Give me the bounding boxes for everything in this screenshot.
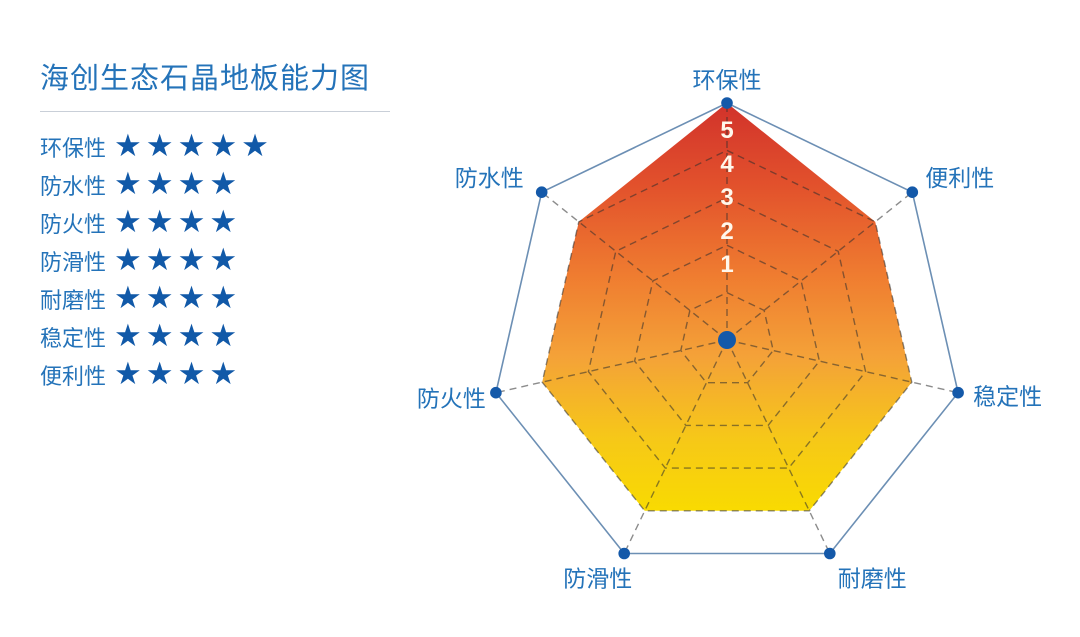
rating-row: 耐磨性 ★★★★ xyxy=(40,280,400,318)
radar-vertex-dot xyxy=(824,547,836,560)
radar-axis-line xyxy=(726,339,831,554)
rating-row: 便利性 ★★★★ xyxy=(40,356,400,394)
radar-axis-label: 耐磨性 xyxy=(838,566,907,592)
radar-axis-label: 防火性 xyxy=(417,386,486,412)
radar-center-dot xyxy=(718,331,736,349)
radar-vertex-dot xyxy=(721,97,733,109)
radar-axis-line xyxy=(623,339,728,554)
star-rating: ★★★★ xyxy=(114,242,242,277)
radar-grid-ring xyxy=(680,291,774,384)
radar-vertex-dot xyxy=(618,547,630,560)
radar-tick-label: 1 xyxy=(720,251,733,278)
rating-list: 环保性 ★★★★★ 防水性 ★★★★ 防火性 ★★★★ 防滑性 ★★★★ 耐磨性 ★★★★ 稳定性 ★… xyxy=(40,128,400,394)
radar-tick-label: 4 xyxy=(720,151,734,178)
radar-axis-label: 便利性 xyxy=(925,165,994,191)
star-rating: ★★★★ xyxy=(114,318,242,353)
radar-tick-label: 3 xyxy=(720,184,733,211)
rating-row: 防火性 ★★★★ xyxy=(40,204,400,242)
radar-axis-label: 稳定性 xyxy=(973,384,1042,410)
rating-label: 环保性 xyxy=(40,136,107,161)
rating-label: 防水性 xyxy=(40,174,107,199)
radar-axis-label: 防水性 xyxy=(455,165,524,191)
rating-label: 防滑性 xyxy=(40,250,107,275)
star-rating: ★★★★ xyxy=(114,280,242,315)
star-rating: ★★★★★ xyxy=(114,128,273,163)
radar-outer-ring xyxy=(495,102,959,555)
star-rating: ★★★★ xyxy=(114,166,242,201)
rating-row: 防滑性 ★★★★ xyxy=(40,242,400,280)
radar-axis-line xyxy=(495,339,728,394)
rating-label: 耐磨性 xyxy=(40,288,107,313)
radar-axis-line xyxy=(726,191,913,341)
radar-fill xyxy=(542,103,912,511)
rating-label: 稳定性 xyxy=(40,326,107,351)
radar-vertex-dot xyxy=(490,386,502,399)
star-rating: ★★★★ xyxy=(114,204,242,239)
capability-panel: 海创生态石晶地板能力图 环保性 ★★★★★ 防水性 ★★★★ 防火性 ★★★★ 防滑性 ★★★… xyxy=(40,62,400,394)
rating-row: 环保性 ★★★★★ xyxy=(40,128,400,166)
radar-tick-label: 5 xyxy=(720,117,733,144)
title-divider xyxy=(40,111,390,112)
radar-axis-line xyxy=(541,191,728,341)
radar-axis-line xyxy=(726,339,959,394)
rating-row: 防水性 ★★★★ xyxy=(40,166,400,204)
star-rating: ★★★★ xyxy=(114,356,242,391)
radar-vertex-dot xyxy=(906,186,919,198)
radar-vertex-dot xyxy=(535,186,548,198)
rating-row: 稳定性 ★★★★ xyxy=(40,318,400,356)
radar-vertex-dot xyxy=(952,386,964,399)
rating-label: 便利性 xyxy=(40,364,107,389)
page-title: 海创生态石晶地板能力图 xyxy=(40,63,371,95)
radar-tick-label: 2 xyxy=(720,218,733,245)
radar-axis-label: 环保性 xyxy=(693,67,762,93)
rating-label: 防火性 xyxy=(40,212,107,237)
radar-axis-label: 防滑性 xyxy=(563,566,632,592)
